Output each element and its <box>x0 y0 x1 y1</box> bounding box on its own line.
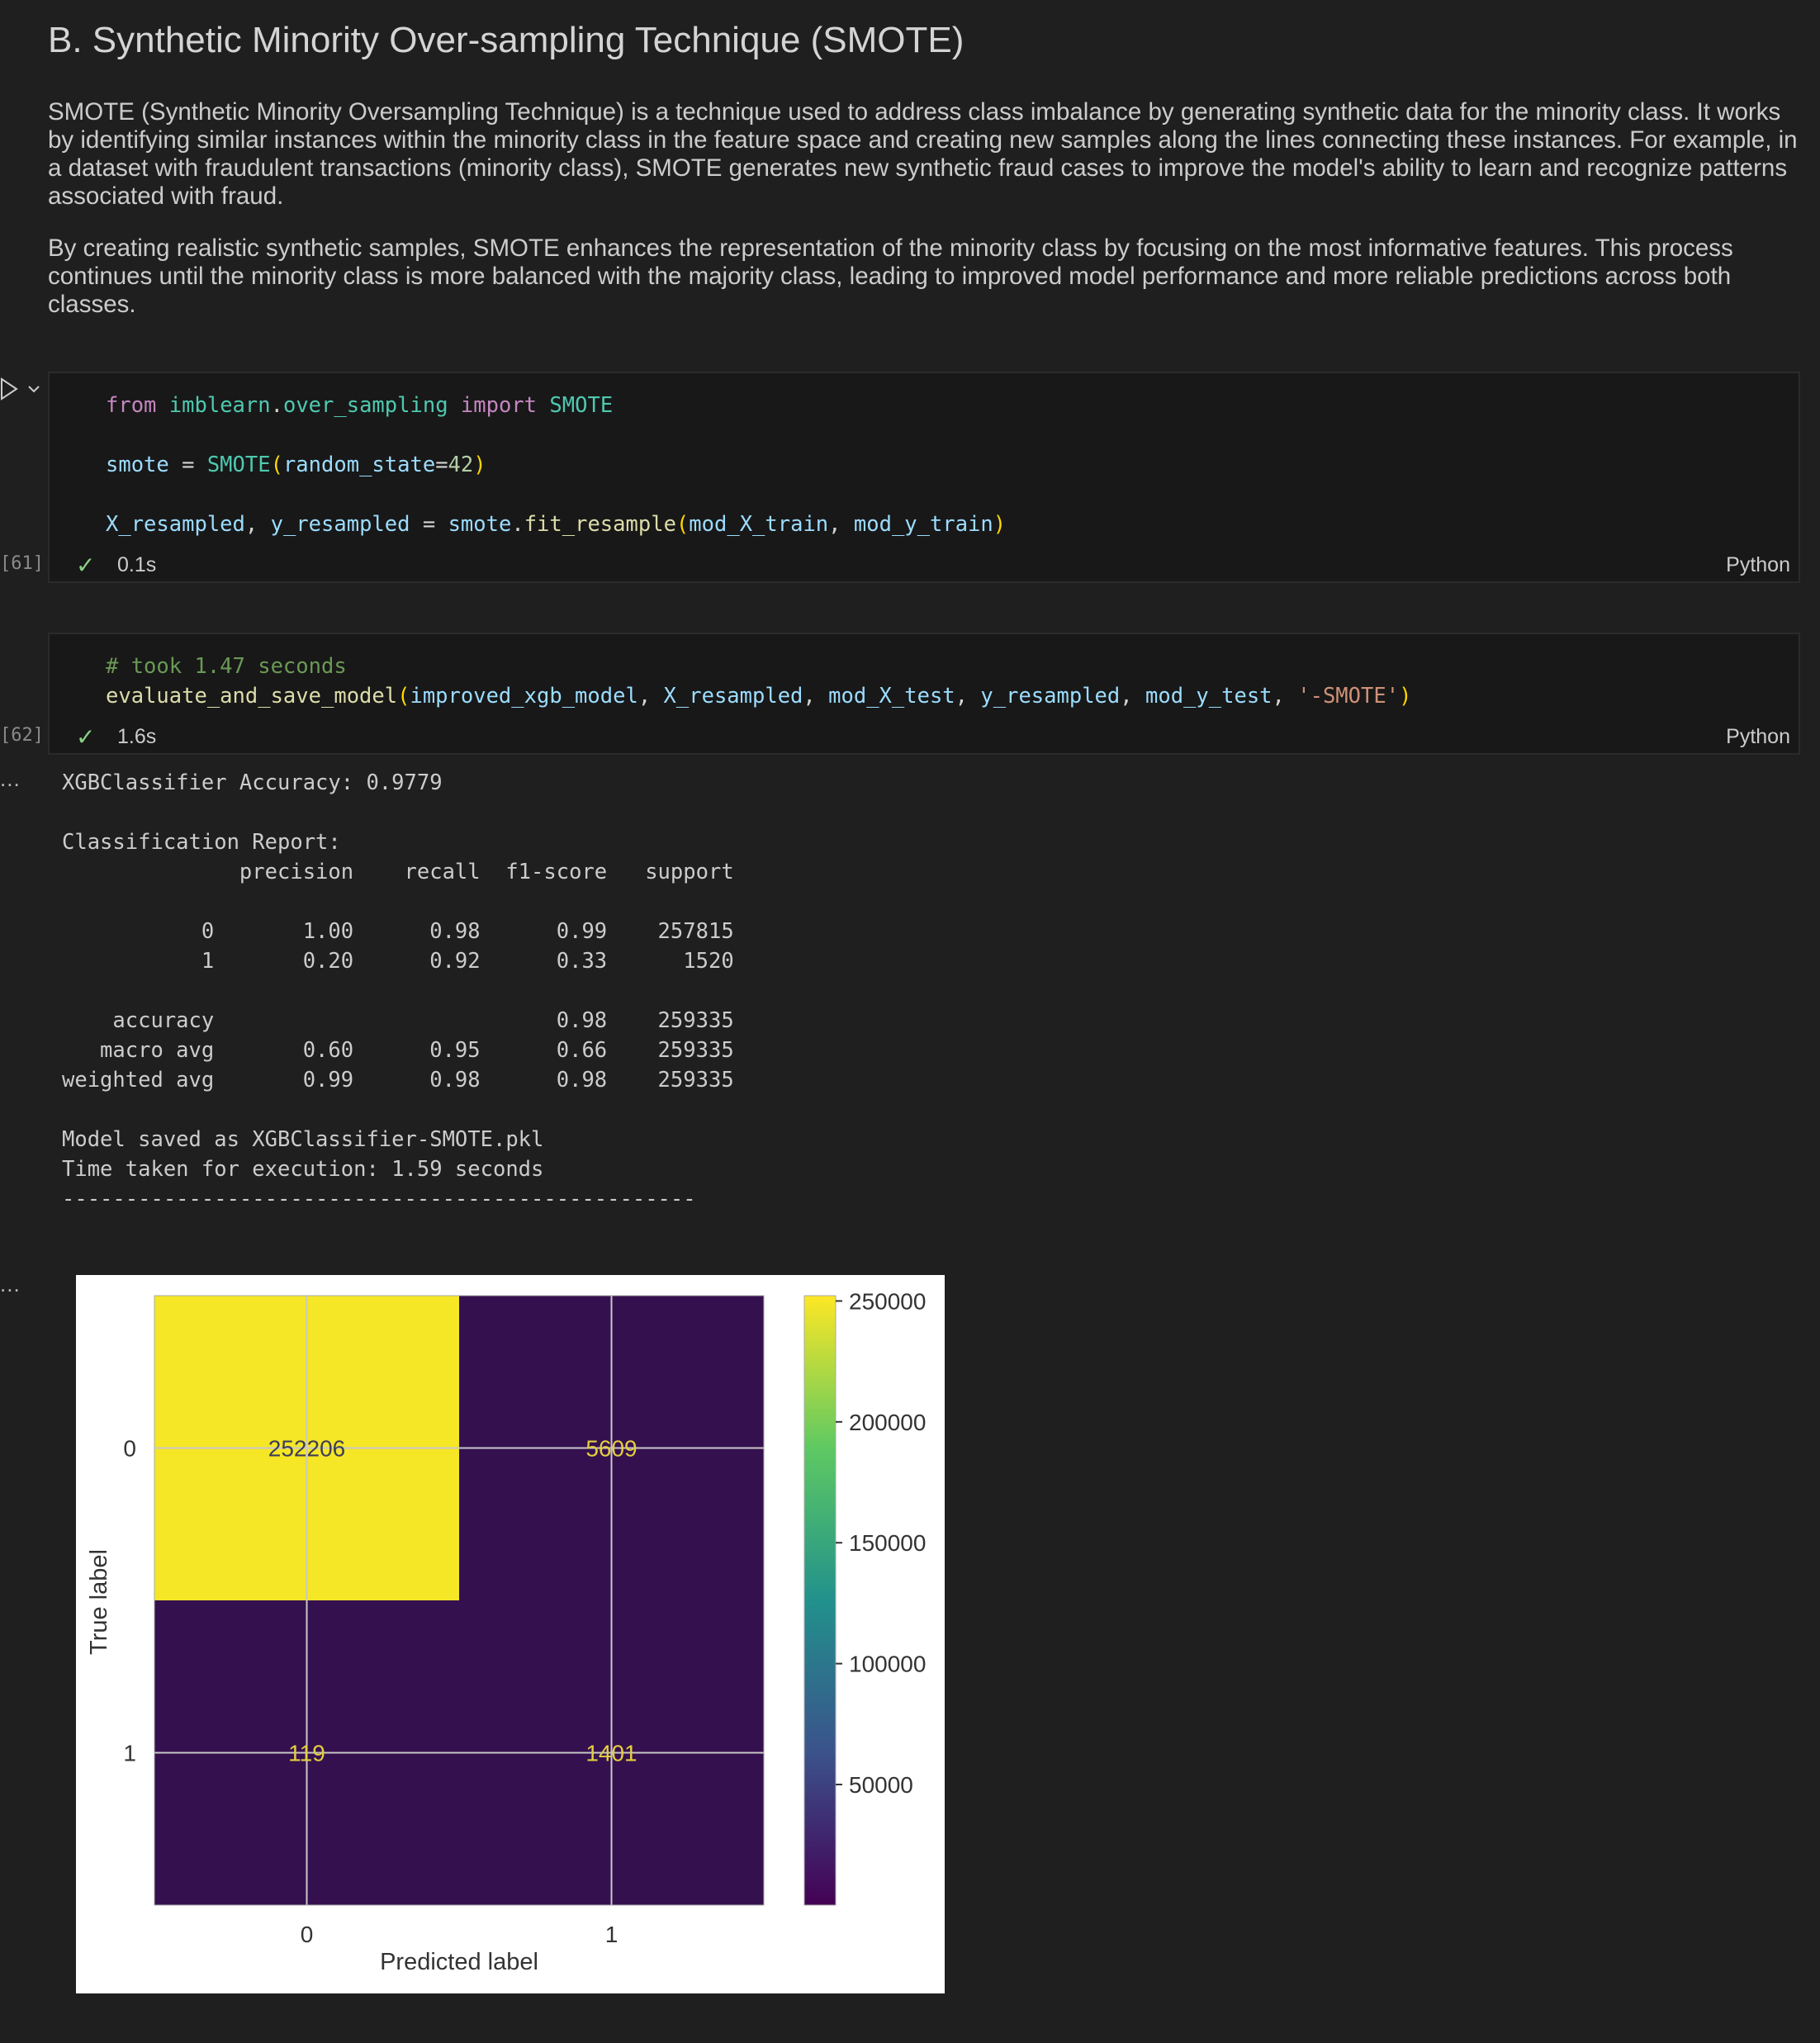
play-icon <box>1 377 40 401</box>
colorbar-tick-label: 200000 <box>849 1410 926 1435</box>
y-axis-label: True label <box>86 1549 112 1655</box>
code-cell-1[interactable]: from imblearn.over_sampling import SMOTE… <box>48 372 1800 583</box>
execution-count: [62] <box>0 725 44 746</box>
success-check-icon: ✓ <box>76 552 96 578</box>
cell-value-label: 252206 <box>268 1436 345 1462</box>
colorbar-tick-label: 250000 <box>849 1288 926 1314</box>
output-menu-button[interactable]: ... <box>0 1272 21 1296</box>
output-menu-button[interactable]: ... <box>0 766 21 791</box>
language-label[interactable]: Python <box>1726 725 1790 748</box>
code-line-2: smote = SMOTE(random_state=42) <box>106 453 486 477</box>
y-tick-label: 1 <box>123 1741 136 1766</box>
code-line-1: from imblearn.over_sampling import SMOTE <box>106 393 614 418</box>
success-check-icon: ✓ <box>76 724 96 750</box>
colorbar-tick-label: 50000 <box>849 1772 913 1798</box>
colorbar-tick-label: 150000 <box>849 1530 926 1556</box>
markdown-paragraph-2: By creating realistic synthetic samples,… <box>48 235 1733 318</box>
text-output: XGBClassifier Accuracy: 0.9779 Classific… <box>62 770 734 1211</box>
code-cell-2[interactable]: # took 1.47 seconds evaluate_and_save_mo… <box>48 633 1800 755</box>
language-label[interactable]: Python <box>1726 553 1790 576</box>
execution-time: 1.6s <box>117 725 157 748</box>
code-comment-line: # took 1.47 seconds <box>106 654 347 679</box>
code-call-line: evaluate_and_save_model(improved_xgb_mod… <box>106 684 1412 709</box>
matrix-frame <box>154 1295 765 1906</box>
code-line-3: X_resampled, y_resampled = smote.fit_res… <box>106 512 1007 537</box>
grid-lines <box>154 1296 764 1905</box>
run-cell-button[interactable] <box>0 377 40 405</box>
cell-value-label: 1401 <box>585 1741 637 1766</box>
execution-time: 0.1s <box>117 553 157 576</box>
chevron-down-icon <box>28 386 40 393</box>
x-tick-label: 0 <box>301 1922 314 1947</box>
section-title: B. Synthetic Minority Over-sampling Tech… <box>48 20 965 60</box>
markdown-paragraph-1: SMOTE (Synthetic Minority Oversampling T… <box>48 98 1798 210</box>
execution-count: [61] <box>0 553 44 574</box>
cell-value-label: 119 <box>288 1741 325 1766</box>
colorbar-tick-label: 100000 <box>849 1652 926 1677</box>
x-axis-label: Predicted label <box>380 1949 538 1975</box>
colorbar <box>803 1295 837 1906</box>
x-tick-label: 1 <box>605 1922 619 1947</box>
cell-value-label: 5609 <box>585 1436 637 1462</box>
y-tick-label: 0 <box>123 1436 136 1462</box>
